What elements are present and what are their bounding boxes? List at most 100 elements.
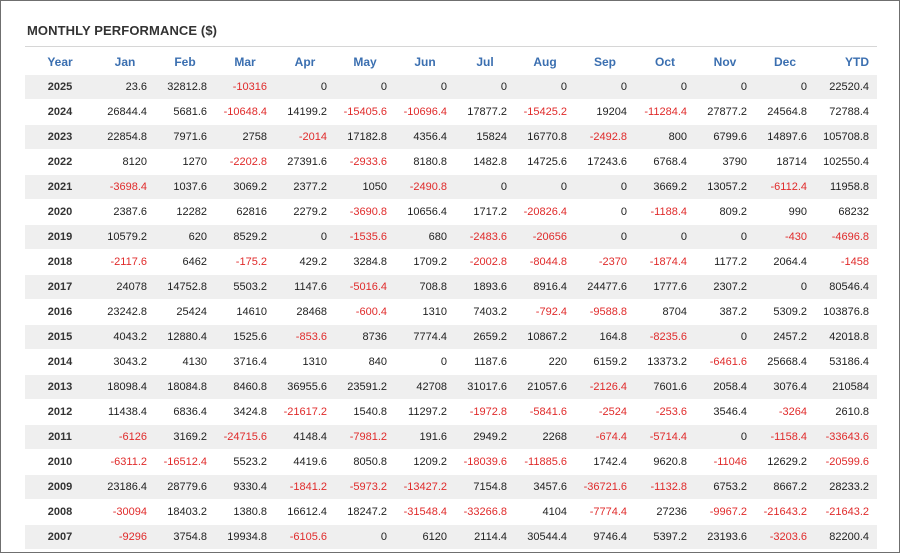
cell-may: 18247.2 xyxy=(335,499,395,525)
cell-aug: 3457.6 xyxy=(515,474,575,500)
row-year-cell: 2024 xyxy=(25,99,95,125)
cell-apr: 16612.4 xyxy=(275,499,335,525)
column-header-sep: Sep xyxy=(593,54,616,69)
panel-title: MONTHLY PERFORMANCE ($) xyxy=(27,23,218,38)
cell-ytd: 102550.4 xyxy=(815,149,877,175)
column-header-ytd: YTD xyxy=(845,54,869,69)
cell-mar: 19934.8 xyxy=(215,524,275,549)
cell-dec: -3264 xyxy=(755,399,815,425)
cell-nov: 0 xyxy=(695,324,755,350)
row-year-cell: 2007 xyxy=(25,524,95,549)
cell-oct: -1188.4 xyxy=(635,199,695,225)
cell-nov: 0 xyxy=(695,224,755,250)
cell-feb: 7971.6 xyxy=(155,124,215,150)
cell-oct: 3669.2 xyxy=(635,174,695,200)
cell-aug: -5841.6 xyxy=(515,399,575,425)
cell-jul: 2114.4 xyxy=(455,524,515,549)
cell-sep: -36721.6 xyxy=(575,474,635,500)
cell-aug: -11885.6 xyxy=(515,449,575,475)
row-year-cell: 2019 xyxy=(25,224,95,250)
cell-ytd: -1458 xyxy=(815,249,877,275)
cell-dec: 18714 xyxy=(755,149,815,175)
cell-mar: 3069.2 xyxy=(215,174,275,200)
cell-jul: 1187.6 xyxy=(455,349,515,375)
cell-dec: 0 xyxy=(755,274,815,300)
cell-aug: -20656 xyxy=(515,224,575,250)
table-header-row: Year Jan Feb Mar Apr May Jun Jul Aug Sep… xyxy=(25,49,877,75)
cell-jan: -9296 xyxy=(95,524,155,549)
cell-ytd: -4696.8 xyxy=(815,224,877,250)
cell-dec: 14897.6 xyxy=(755,124,815,150)
cell-dec: 2064.4 xyxy=(755,249,815,275)
row-year-cell: 2015 xyxy=(25,324,95,350)
cell-aug: 8916.4 xyxy=(515,274,575,300)
table-row: 2013 18098.4 18084.8 8460.8 36955.6 23591.2 42… xyxy=(25,374,877,400)
table-row: 2023 22854.8 7971.6 2758 -2014 17182.8 4356.4 1… xyxy=(25,124,877,150)
cell-feb: 1037.6 xyxy=(155,174,215,200)
cell-jan: 24078 xyxy=(95,274,155,300)
cell-jan: -6126 xyxy=(95,424,155,450)
cell-sep: -2492.8 xyxy=(575,124,635,150)
cell-jul: 2949.2 xyxy=(455,424,515,450)
cell-sep: 0 xyxy=(575,74,635,100)
row-year-cell: 2022 xyxy=(25,149,95,175)
cell-jun: 1310 xyxy=(395,299,455,325)
cell-may: 8050.8 xyxy=(335,449,395,475)
cell-sep: 17243.6 xyxy=(575,149,635,175)
cell-nov: 6799.6 xyxy=(695,124,755,150)
cell-dec: -6112.4 xyxy=(755,174,815,200)
table-row: 2015 4043.2 12880.4 1525.6 -853.6 8736 7774.4 2… xyxy=(25,324,877,350)
cell-may: 8736 xyxy=(335,324,395,350)
row-year-cell: 2016 xyxy=(25,299,95,325)
cell-apr: 28468 xyxy=(275,299,335,325)
cell-may: 23591.2 xyxy=(335,374,395,400)
cell-jun: -10696.4 xyxy=(395,99,455,125)
cell-apr: 14199.2 xyxy=(275,99,335,125)
cell-jul: 0 xyxy=(455,174,515,200)
cell-apr: 4419.6 xyxy=(275,449,335,475)
cell-jan: 4043.2 xyxy=(95,324,155,350)
cell-feb: 12880.4 xyxy=(155,324,215,350)
title-divider xyxy=(25,46,877,47)
cell-sep: -2370 xyxy=(575,249,635,275)
cell-ytd: 11958.8 xyxy=(815,174,877,200)
cell-may: -2933.6 xyxy=(335,149,395,175)
cell-mar: -24715.6 xyxy=(215,424,275,450)
cell-oct: 5397.2 xyxy=(635,524,695,549)
cell-jun: 6120 xyxy=(395,524,455,549)
table-row: 2018 -2117.6 6462 -175.2 429.2 3284.8 1709.2 -2… xyxy=(25,249,877,275)
table-row: 2011 -6126 3169.2 -24715.6 4148.4 -7981.2 191.… xyxy=(25,424,877,450)
cell-jul: -2483.6 xyxy=(455,224,515,250)
cell-nov: 13057.2 xyxy=(695,174,755,200)
table-row: 2022 8120 1270 -2202.8 27391.6 -2933.6 8180.8 1… xyxy=(25,149,877,175)
cell-nov: 23193.6 xyxy=(695,524,755,549)
column-header-may: May xyxy=(353,54,377,69)
cell-feb: 3754.8 xyxy=(155,524,215,549)
table-row: 2010 -6311.2 -16512.4 5523.2 4419.6 8050.8 120… xyxy=(25,449,877,475)
cell-nov: 3790 xyxy=(695,149,755,175)
cell-aug: 0 xyxy=(515,74,575,100)
cell-aug: 4104 xyxy=(515,499,575,525)
cell-may: 0 xyxy=(335,524,395,549)
cell-jan: 23242.8 xyxy=(95,299,155,325)
row-year-cell: 2008 xyxy=(25,499,95,525)
cell-jul: 1893.6 xyxy=(455,274,515,300)
column-header-jul: Jul xyxy=(476,54,494,69)
cell-dec: 3076.4 xyxy=(755,374,815,400)
cell-may: -3690.8 xyxy=(335,199,395,225)
cell-mar: 3424.8 xyxy=(215,399,275,425)
cell-nov: 27877.2 xyxy=(695,99,755,125)
cell-jul: 0 xyxy=(455,74,515,100)
cell-sep: -2126.4 xyxy=(575,374,635,400)
cell-apr: 429.2 xyxy=(275,249,335,275)
cell-apr: 1147.6 xyxy=(275,274,335,300)
cell-jul: 2659.2 xyxy=(455,324,515,350)
cell-jun: -2490.8 xyxy=(395,174,455,200)
cell-may: 840 xyxy=(335,349,395,375)
cell-apr: 4148.4 xyxy=(275,424,335,450)
cell-jun: 4356.4 xyxy=(395,124,455,150)
table-row: 2024 26844.4 5681.6 -10648.4 14199.2 -15405.6… xyxy=(25,99,877,125)
cell-nov: 1177.2 xyxy=(695,249,755,275)
cell-apr: -6105.6 xyxy=(275,524,335,549)
cell-jan: 3043.2 xyxy=(95,349,155,375)
